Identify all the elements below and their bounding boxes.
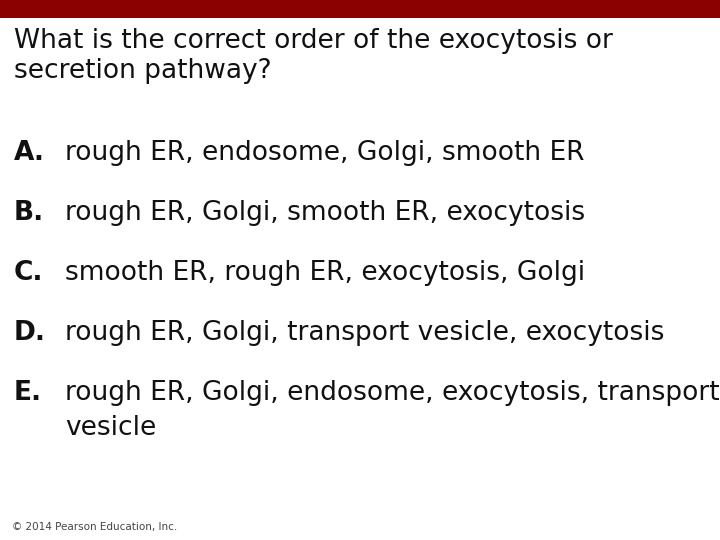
Text: © 2014 Pearson Education, Inc.: © 2014 Pearson Education, Inc.	[12, 522, 177, 532]
Text: D.: D.	[14, 320, 46, 346]
Bar	[0, 0, 720, 18]
Text: rough ER, Golgi, smooth ER, exocytosis: rough ER, Golgi, smooth ER, exocytosis	[65, 200, 585, 226]
Text: A.: A.	[14, 140, 45, 166]
Text: rough ER, endosome, Golgi, smooth ER: rough ER, endosome, Golgi, smooth ER	[65, 140, 585, 166]
Text: B.: B.	[14, 200, 44, 226]
Text: rough ER, Golgi, endosome, exocytosis, transport: rough ER, Golgi, endosome, exocytosis, t…	[65, 380, 719, 406]
Text: rough ER, Golgi, transport vesicle, exocytosis: rough ER, Golgi, transport vesicle, exoc…	[65, 320, 665, 346]
Text: E.: E.	[14, 380, 42, 406]
Text: C.: C.	[14, 260, 43, 286]
Text: vesicle: vesicle	[65, 415, 156, 441]
Text: smooth ER, rough ER, exocytosis, Golgi: smooth ER, rough ER, exocytosis, Golgi	[65, 260, 585, 286]
Text: secretion pathway?: secretion pathway?	[14, 58, 271, 84]
Text: What is the correct order of the exocytosis or: What is the correct order of the exocyto…	[14, 28, 613, 54]
